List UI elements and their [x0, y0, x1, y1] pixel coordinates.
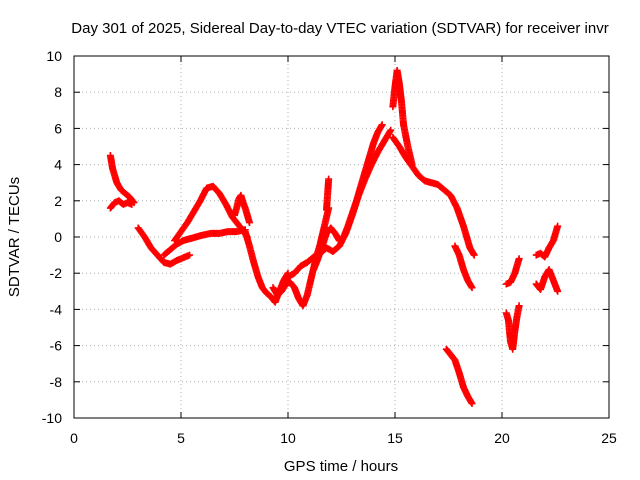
series-arc-2 — [106, 197, 136, 212]
y-tick-label: 2 — [54, 193, 62, 209]
series-arc-14 — [451, 242, 476, 292]
y-tick-label: -4 — [50, 301, 63, 317]
grid — [74, 56, 609, 418]
series-arc-10 — [310, 121, 386, 274]
y-tick-label: 10 — [46, 48, 62, 64]
series-arc-13 — [389, 133, 478, 259]
x-tick-label: 20 — [494, 430, 510, 446]
x-tick-label: 15 — [387, 430, 403, 446]
y-tick-label: 6 — [54, 120, 62, 136]
series-arc-17 — [502, 302, 523, 353]
y-tick-label: -6 — [50, 338, 63, 354]
data-point — [186, 251, 194, 259]
data-point — [468, 284, 476, 292]
data-point — [325, 175, 333, 183]
series-arc-5 — [171, 182, 251, 245]
y-tick-label: 8 — [54, 84, 62, 100]
plot-frame — [73, 55, 610, 419]
data-point — [470, 251, 478, 259]
data-point — [554, 222, 562, 230]
y-tick-label: 4 — [54, 157, 62, 173]
y-tick-label: -10 — [42, 410, 62, 426]
x-tick-label: 5 — [177, 430, 185, 446]
series-arc-16 — [502, 255, 523, 288]
series-arc-11 — [323, 175, 333, 214]
data-point — [245, 219, 253, 227]
series-arc-7 — [241, 228, 292, 306]
series-arc-3 — [134, 224, 194, 268]
data-point — [387, 126, 395, 134]
y-axis-title: SDTVAR / TECUs — [6, 177, 23, 297]
data-point — [515, 302, 523, 310]
data-point — [378, 121, 386, 129]
x-tick-label: 25 — [601, 430, 617, 446]
y-tick-label: -2 — [50, 265, 63, 281]
data-marker — [386, 128, 394, 136]
data-marks — [106, 66, 562, 408]
series-arc-4 — [160, 226, 249, 259]
data-point — [468, 400, 476, 408]
series-arc-15 — [442, 345, 476, 408]
y-tick-label: 0 — [54, 229, 62, 245]
x-tick-label: 10 — [280, 430, 296, 446]
series-arc-19 — [532, 266, 562, 295]
x-tick-label: 0 — [70, 430, 78, 446]
chart-title: Day 301 of 2025, Sidereal Day-to-day VTE… — [71, 20, 608, 37]
data-point — [128, 200, 136, 208]
data-point — [554, 287, 562, 295]
series-arc-6 — [231, 191, 253, 227]
y-tick-label: -8 — [50, 374, 63, 390]
series-arc-18 — [532, 222, 562, 261]
data-point — [515, 255, 523, 263]
x-axis-title: GPS time / hours — [284, 458, 398, 475]
series-arc-12 — [389, 66, 416, 169]
